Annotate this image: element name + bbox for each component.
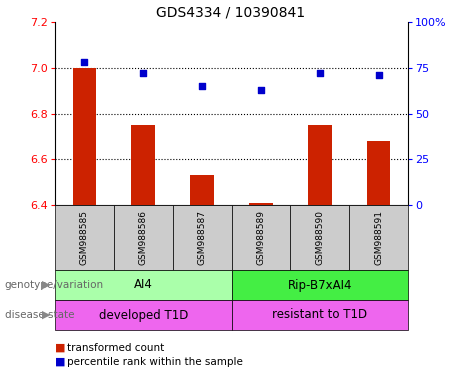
Point bbox=[81, 59, 88, 65]
Bar bbox=[190, 175, 214, 205]
Text: ■: ■ bbox=[55, 357, 65, 367]
Text: ■: ■ bbox=[55, 343, 65, 353]
Bar bbox=[231, 300, 408, 330]
Text: percentile rank within the sample: percentile rank within the sample bbox=[67, 357, 243, 367]
Bar bbox=[231, 270, 408, 300]
Bar bbox=[73, 68, 96, 205]
Bar bbox=[173, 205, 231, 270]
Text: GSM988589: GSM988589 bbox=[256, 210, 266, 265]
Text: GDS4334 / 10390841: GDS4334 / 10390841 bbox=[156, 6, 305, 20]
Bar bbox=[308, 125, 331, 205]
Bar bbox=[55, 205, 114, 270]
Text: ▶: ▶ bbox=[41, 310, 50, 320]
Text: AI4: AI4 bbox=[134, 278, 153, 291]
Point bbox=[257, 87, 265, 93]
Bar bbox=[55, 270, 231, 300]
Text: GSM988587: GSM988587 bbox=[198, 210, 207, 265]
Bar bbox=[290, 205, 349, 270]
Point bbox=[316, 70, 324, 76]
Text: developed T1D: developed T1D bbox=[99, 308, 188, 321]
Text: GSM988586: GSM988586 bbox=[139, 210, 148, 265]
Text: ▶: ▶ bbox=[41, 280, 50, 290]
Point bbox=[375, 72, 382, 78]
Point bbox=[198, 83, 206, 89]
Point bbox=[140, 70, 147, 76]
Text: GSM988591: GSM988591 bbox=[374, 210, 383, 265]
Text: disease state: disease state bbox=[5, 310, 74, 320]
Bar bbox=[131, 125, 155, 205]
Bar bbox=[55, 300, 231, 330]
Bar bbox=[114, 205, 173, 270]
Bar bbox=[249, 203, 273, 205]
Text: Rip-B7xAI4: Rip-B7xAI4 bbox=[288, 278, 352, 291]
Text: GSM988585: GSM988585 bbox=[80, 210, 89, 265]
Bar bbox=[367, 141, 390, 205]
Bar bbox=[231, 205, 290, 270]
Text: resistant to T1D: resistant to T1D bbox=[272, 308, 367, 321]
Bar bbox=[349, 205, 408, 270]
Text: transformed count: transformed count bbox=[67, 343, 164, 353]
Text: genotype/variation: genotype/variation bbox=[5, 280, 104, 290]
Text: GSM988590: GSM988590 bbox=[315, 210, 324, 265]
